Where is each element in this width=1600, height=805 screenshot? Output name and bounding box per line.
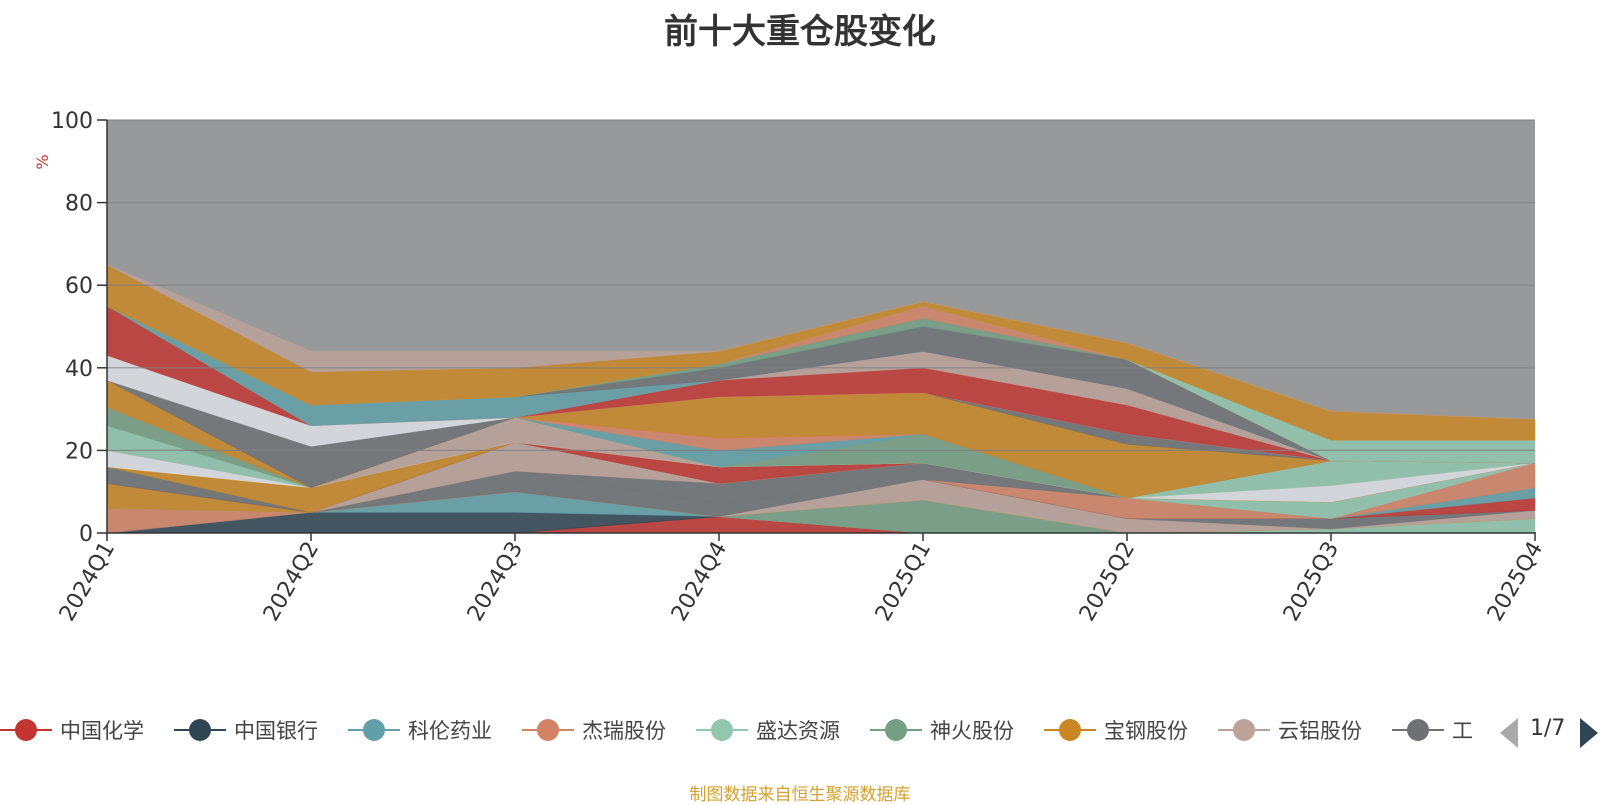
legend-marker-icon — [0, 710, 52, 750]
legend-item-1[interactable]: 中国银行 — [174, 710, 318, 750]
legend: 中国化学 中国银行 科伦药业 杰瑞股份 盛达资源 神火股份 宝钢股份 云铝股份 工 1/7 — [0, 710, 1600, 750]
x-tick-label-4: 2025Q1 — [871, 538, 936, 626]
legend-item-4[interactable]: 盛达资源 — [696, 710, 840, 750]
legend-next-page-icon[interactable] — [1580, 718, 1598, 748]
legend-label: 盛达资源 — [756, 719, 840, 743]
legend-label: 云铝股份 — [1278, 719, 1362, 743]
source-note: 制图数据来自恒生聚源数据库 — [689, 785, 911, 805]
legend-item-2[interactable]: 科伦药业 — [348, 710, 492, 750]
y-tick-label-80: 80 — [65, 192, 93, 217]
legend-label: 科伦药业 — [408, 719, 492, 743]
legend-marker-icon — [522, 710, 574, 750]
x-tick-label-2: 2024Q3 — [463, 538, 528, 626]
legend-marker-icon — [174, 710, 226, 750]
legend-marker-icon — [1218, 710, 1270, 750]
legend-marker-icon — [870, 710, 922, 750]
y-tick-label-100: 100 — [51, 109, 93, 134]
legend-item-6[interactable]: 宝钢股份 — [1044, 710, 1188, 750]
x-tick-label-1: 2024Q2 — [259, 538, 324, 626]
legend-label: 中国化学 — [60, 719, 144, 743]
legend-marker-icon — [348, 710, 400, 750]
legend-page-indicator: 1/7 — [1530, 716, 1566, 741]
legend-marker-icon — [1392, 710, 1444, 750]
y-tick-label-40: 40 — [65, 357, 93, 382]
y-tick-label-0: 0 — [79, 522, 93, 547]
x-tick-label-6: 2025Q3 — [1279, 538, 1344, 626]
legend-prev-page-icon[interactable] — [1500, 718, 1518, 748]
legend-label: 宝钢股份 — [1104, 719, 1188, 743]
legend-marker-icon — [1044, 710, 1096, 750]
legend-item-5[interactable]: 神火股份 — [870, 710, 1014, 750]
legend-item-3[interactable]: 杰瑞股份 — [522, 710, 666, 750]
y-tick-label-60: 60 — [65, 274, 93, 299]
y-tick-label-20: 20 — [65, 439, 93, 464]
legend-item-7[interactable]: 云铝股份 — [1218, 710, 1362, 750]
x-tick-label-3: 2024Q4 — [667, 538, 732, 626]
y-axis-label: % — [33, 154, 52, 169]
chart-area: 0 20 40 60 80 100% 2024Q1 2024Q2 2024Q3 2024Q4 202… — [33, 109, 1548, 626]
legend-item-0[interactable]: 中国化学 — [0, 710, 144, 750]
legend-marker-icon — [696, 710, 748, 750]
x-tick-label-5: 2025Q2 — [1075, 538, 1140, 626]
x-tick-label-7: 2025Q4 — [1483, 538, 1548, 626]
series-area-37[interactable] — [106, 264, 1536, 420]
legend-item-8[interactable]: 工 — [1392, 710, 1473, 750]
legend-label: 中国银行 — [234, 719, 318, 743]
legend-label: 杰瑞股份 — [582, 719, 666, 743]
legend-items: 中国化学 中国银行 科伦药业 杰瑞股份 盛达资源 神火股份 宝钢股份 云铝股份 工 — [0, 710, 1475, 750]
chart-title: 前十大重仓股变化 — [664, 12, 936, 52]
legend-label: 神火股份 — [930, 719, 1014, 743]
legend-label: 工 — [1452, 719, 1473, 743]
x-tick-label-0: 2024Q1 — [55, 538, 120, 626]
